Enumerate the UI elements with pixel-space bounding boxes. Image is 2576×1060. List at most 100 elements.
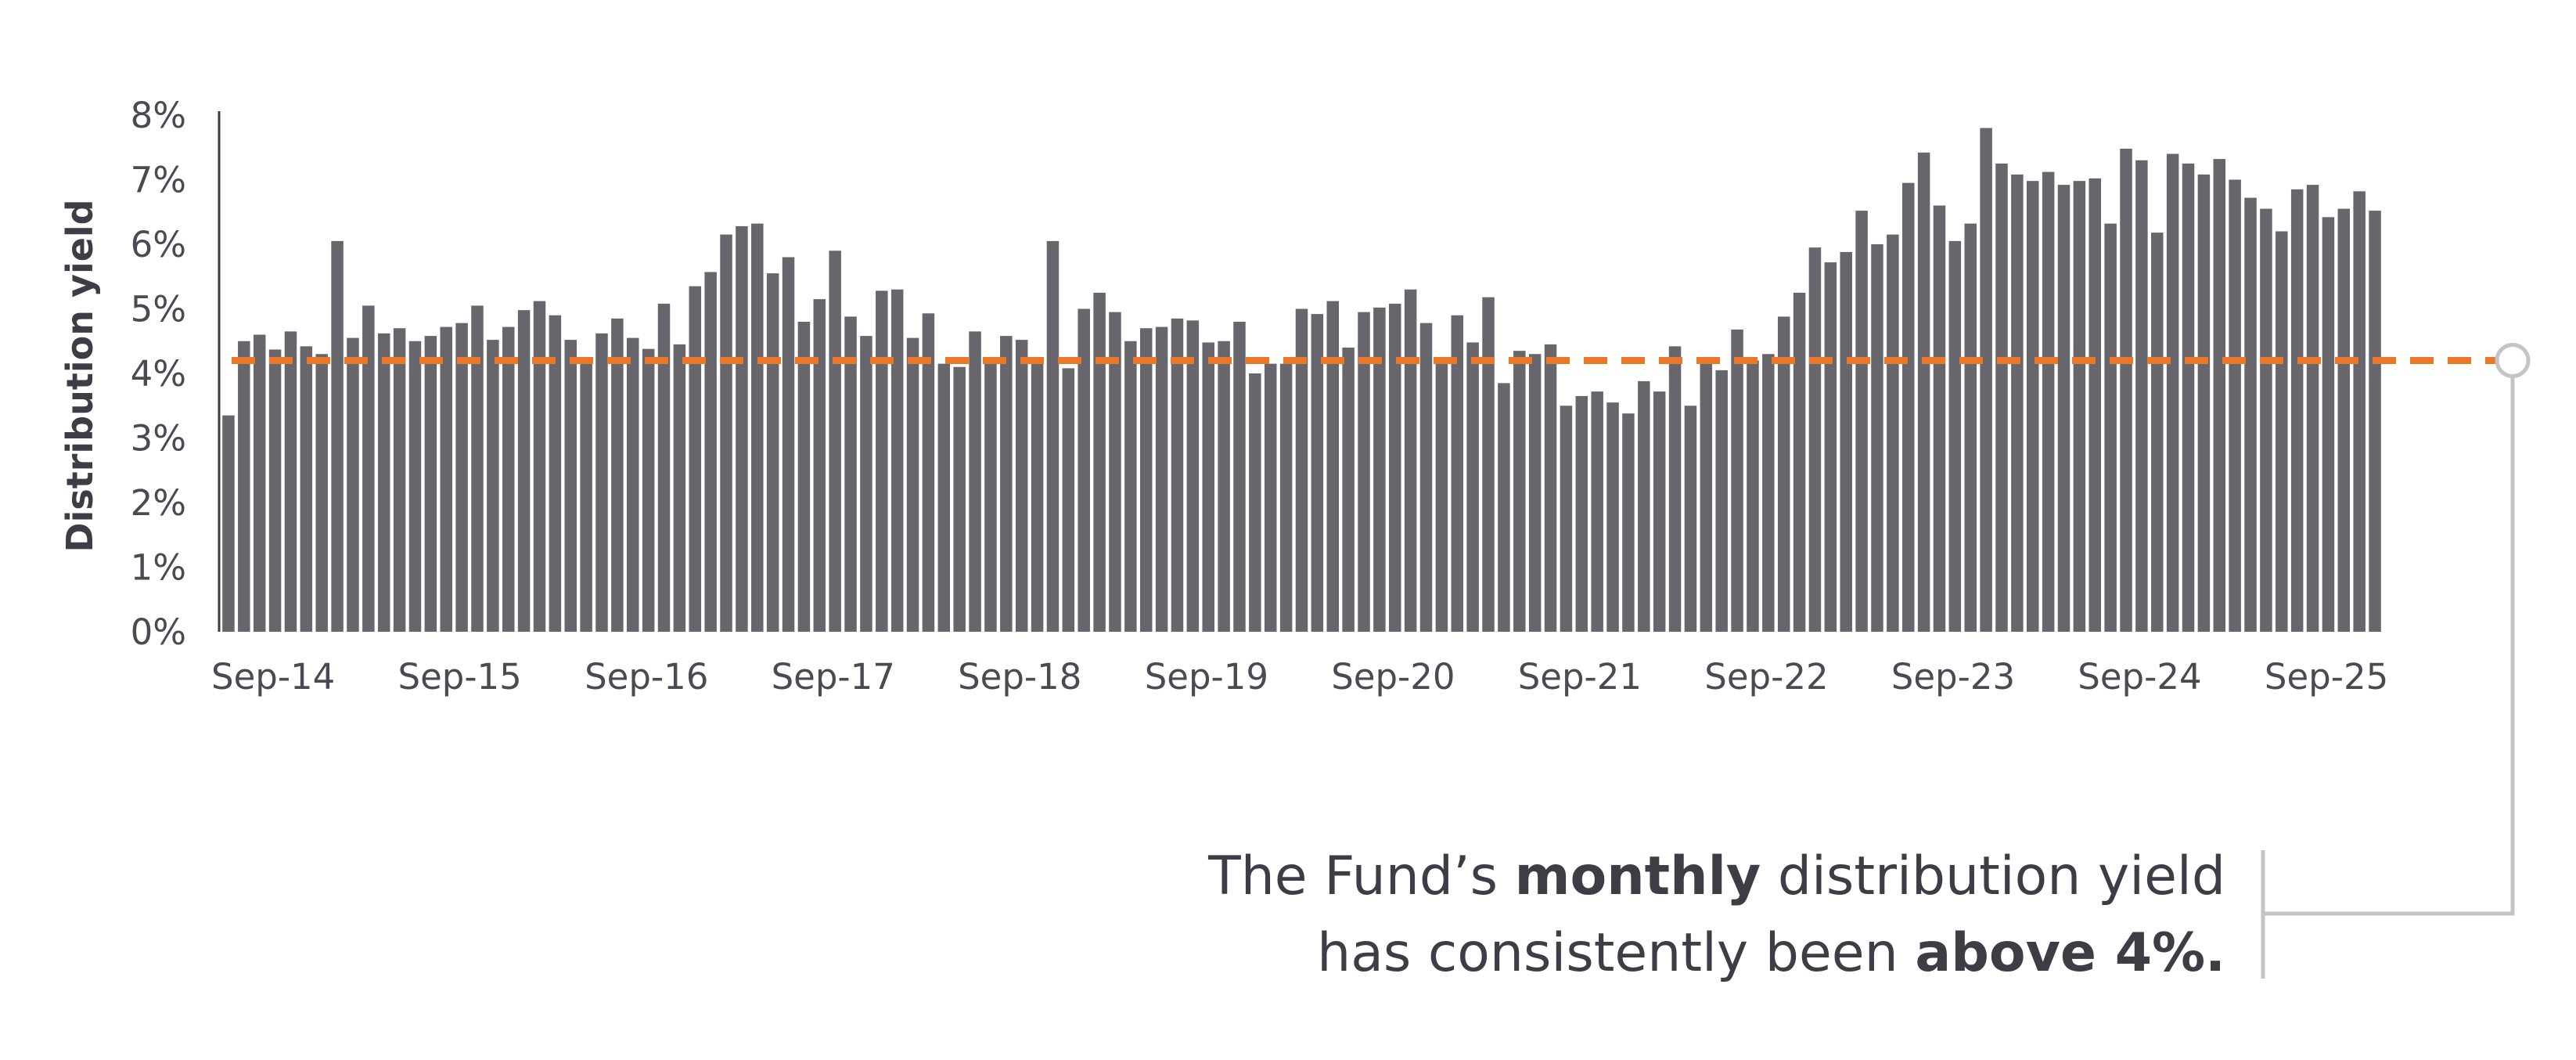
- bar-120: [2089, 178, 2102, 633]
- bar-43: [890, 289, 904, 632]
- x-tick-label: Sep-22: [1704, 656, 1828, 698]
- bar-84: [1528, 354, 1542, 632]
- bar-106: [1871, 244, 1883, 632]
- bar-112: [1964, 223, 1977, 633]
- bar-89: [1606, 402, 1619, 633]
- bar-138: [2369, 211, 2381, 633]
- bar-61: [1171, 318, 1184, 632]
- callout-line-2-emphasis: above 4%.: [1915, 922, 2225, 984]
- y-tick-label: 0%: [131, 611, 186, 653]
- bar-86: [1560, 406, 1573, 632]
- bar-26: [627, 337, 639, 633]
- bar-10: [377, 333, 390, 632]
- bar-126: [2182, 163, 2195, 633]
- bar-135: [2322, 217, 2335, 633]
- bar-94: [1684, 406, 1697, 632]
- bar-70: [1311, 314, 1324, 632]
- bar-128: [2213, 159, 2226, 633]
- bar-12: [408, 341, 422, 632]
- bar-127: [2197, 174, 2211, 632]
- bar-91: [1638, 380, 1650, 632]
- bar-76: [1404, 289, 1417, 632]
- bar-17: [487, 340, 499, 632]
- bar-111: [1948, 240, 1962, 633]
- x-tick-label: Sep-17: [772, 656, 895, 698]
- bar-41: [860, 336, 872, 632]
- bar-75: [1389, 303, 1401, 632]
- bar-125: [2166, 153, 2179, 632]
- x-tick-label: Sep-20: [1331, 656, 1455, 698]
- bar-92: [1653, 391, 1666, 632]
- y-axis-title: Distribution yield: [59, 199, 101, 552]
- bar-82: [1498, 383, 1510, 633]
- bar-57: [1109, 312, 1121, 633]
- bar-129: [2229, 179, 2241, 632]
- bar-52: [1031, 357, 1044, 633]
- bar-79: [1451, 315, 1464, 632]
- bar-107: [1887, 234, 1899, 632]
- bar-67: [1264, 363, 1277, 632]
- bar-69: [1295, 308, 1308, 632]
- bar-59: [1139, 328, 1153, 632]
- y-tick-label: 2%: [131, 482, 186, 524]
- bar-23: [580, 357, 592, 633]
- y-tick-label: 4%: [131, 353, 186, 395]
- callout-connector-line: [2263, 376, 2515, 916]
- bar-100: [1777, 316, 1790, 632]
- bar-16: [471, 305, 484, 633]
- bar-115: [2011, 174, 2024, 632]
- bar-11: [393, 328, 406, 632]
- x-tick-label: Sep-23: [1891, 656, 2015, 698]
- bar-9: [362, 305, 375, 633]
- bar-68: [1279, 363, 1293, 632]
- x-tick-label: Sep-16: [585, 656, 708, 698]
- x-tick-label: Sep-14: [211, 656, 335, 698]
- y-tick-label: 8%: [131, 95, 186, 136]
- bar-5: [300, 346, 313, 632]
- callout-line-2: has consistently been above 4%.: [1317, 922, 2225, 984]
- bar-36: [782, 257, 795, 632]
- bar-18: [502, 326, 515, 632]
- bar-114: [1995, 163, 2008, 633]
- bar-47: [953, 366, 966, 632]
- bar-6: [315, 354, 328, 632]
- x-tick-label: Sep-19: [1145, 656, 1268, 698]
- x-tick-label: Sep-25: [2265, 656, 2388, 698]
- bar-88: [1591, 391, 1603, 632]
- bar-78: [1435, 357, 1448, 633]
- bar-109: [1917, 152, 1930, 633]
- bar-101: [1793, 292, 1806, 633]
- bar-62: [1186, 320, 1200, 632]
- bar-110: [1933, 205, 1946, 632]
- callout-line-1-end: distribution yield: [1761, 845, 2225, 907]
- bar-2: [253, 334, 266, 632]
- bar-113: [1980, 128, 1992, 632]
- bar-19: [517, 310, 531, 632]
- bar-72: [1342, 348, 1355, 632]
- bar-116: [2027, 181, 2039, 632]
- bar-136: [2337, 208, 2351, 633]
- bar-14: [440, 326, 452, 632]
- bar-104: [1840, 251, 1852, 632]
- bar-137: [2353, 191, 2366, 633]
- x-tick-label: Sep-15: [398, 656, 522, 698]
- bar-83: [1513, 351, 1526, 632]
- bar-30: [689, 286, 702, 632]
- bar-108: [1901, 182, 1915, 633]
- bar-3: [268, 349, 282, 632]
- bar-85: [1544, 344, 1557, 633]
- bar-40: [844, 316, 857, 632]
- bar-87: [1575, 395, 1588, 633]
- bar-45: [922, 313, 935, 632]
- bar-28: [657, 303, 671, 632]
- bar-132: [2276, 231, 2288, 632]
- bar-98: [1747, 360, 1759, 632]
- bar-8: [347, 337, 359, 633]
- bar-50: [1000, 336, 1013, 632]
- bar-134: [2306, 185, 2319, 633]
- bar-97: [1731, 329, 1743, 632]
- y-tick-label: 6%: [131, 224, 186, 265]
- bar-64: [1218, 341, 1230, 632]
- bar-74: [1373, 307, 1386, 632]
- callout-line-1: The Fund’s monthly distribution yield: [1207, 845, 2225, 907]
